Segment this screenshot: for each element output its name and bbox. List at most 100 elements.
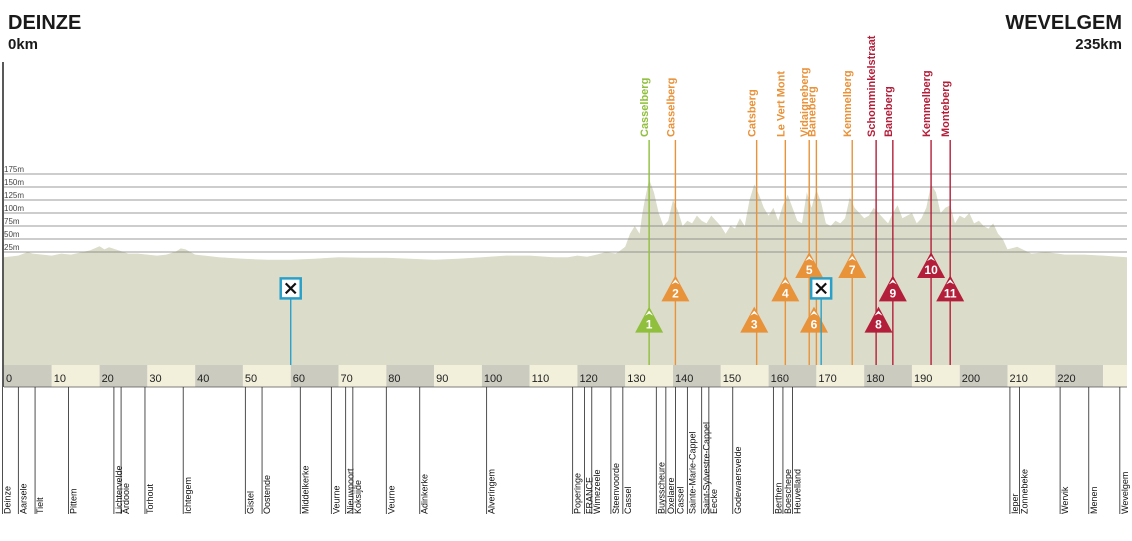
finish-distance: 235km xyxy=(1075,36,1122,53)
climb-name-label: Monteberg xyxy=(940,81,952,137)
climb-name-label: Le Vert Mont xyxy=(775,71,787,137)
climb-name-label: Catsberg xyxy=(747,89,759,137)
climb-number: 4 xyxy=(782,286,789,300)
place-name-label: Eecke xyxy=(709,489,719,514)
climb-marker-2: 2 xyxy=(661,275,690,302)
climb-number: 7 xyxy=(849,263,856,277)
climb-triangle xyxy=(838,252,867,278)
km-band xyxy=(1103,365,1127,387)
mountain-icon xyxy=(946,279,955,285)
x-tick-label: 220 xyxy=(1057,373,1075,385)
climb-marker-4: 4 xyxy=(771,275,800,302)
climb-number: 6 xyxy=(811,318,818,332)
place-name-label: Alveringem xyxy=(487,469,497,514)
km-band xyxy=(290,365,339,387)
climb-marker-3: 3 xyxy=(740,306,769,333)
climb-marker-1: 1 xyxy=(635,306,664,333)
place-name-label: Poperinge xyxy=(573,473,583,514)
climb-triangle xyxy=(936,275,965,302)
place-name-label: Ardooie xyxy=(121,483,131,514)
place-name-label: Cassel xyxy=(623,486,633,514)
km-band xyxy=(529,365,578,387)
y-tick-label: 125m xyxy=(4,191,24,200)
km-band xyxy=(816,365,865,387)
x-tick-label: 0 xyxy=(6,373,12,385)
x-tick-label: 130 xyxy=(627,373,645,385)
x-tick-label: 210 xyxy=(1010,373,1028,385)
x-tick-label: 100 xyxy=(484,373,502,385)
y-tick-label: 25m xyxy=(4,243,20,252)
place-name-label: Wervik xyxy=(1060,486,1070,514)
start-distance: 0km xyxy=(8,36,39,53)
x-tick-label: 170 xyxy=(818,373,836,385)
place-name-label: Saint-Sylvestre-Cappel xyxy=(702,422,712,514)
mountain-icon xyxy=(645,310,654,316)
km-band xyxy=(864,365,912,387)
km-band xyxy=(577,365,626,387)
climb-triangle xyxy=(661,275,690,302)
climb-name-label: Kemmelberg xyxy=(921,70,933,137)
feed-zone-icon xyxy=(279,277,302,300)
x-tick-label: 180 xyxy=(866,373,884,385)
place-name-label: Heuvelland xyxy=(792,469,802,514)
climb-triangle xyxy=(917,252,946,278)
km-band xyxy=(434,365,482,387)
place-name-label: Godewaersvelde xyxy=(733,446,743,514)
km-band xyxy=(1007,365,1056,387)
climb-name-label: Vidaigneberg xyxy=(799,68,811,137)
climb-number: 11 xyxy=(944,286,957,300)
climb-name-label: Casselberg xyxy=(639,78,651,137)
climb-name-label: Schomminkelstraat xyxy=(866,35,878,137)
x-tick-label: 90 xyxy=(436,373,448,385)
x-tick-label: 20 xyxy=(102,373,114,385)
km-band xyxy=(625,365,674,387)
place-name-label: Lichtervelde xyxy=(114,465,124,514)
feed-zone-icon xyxy=(809,277,833,300)
place-name-label: Tielt xyxy=(35,497,45,514)
place-name-label: Middelkerke xyxy=(300,465,310,514)
place-name-label: Deinze xyxy=(3,486,13,514)
x-tick-label: 110 xyxy=(532,373,550,385)
place-name-label: Aarsele xyxy=(18,483,28,514)
km-band xyxy=(4,365,52,387)
place-name-label: Oxelaere xyxy=(666,477,676,514)
km-band xyxy=(51,365,100,387)
climb-number: 5 xyxy=(806,263,813,277)
y-tick-label: 150m xyxy=(4,178,24,187)
km-band xyxy=(481,365,530,387)
climb-number: 3 xyxy=(751,318,758,332)
km-band xyxy=(99,365,148,387)
y-tick-label: 75m xyxy=(4,217,20,226)
climb-number: 1 xyxy=(646,318,653,332)
x-tick-label: 70 xyxy=(341,373,353,385)
climb-marker-11: 11 xyxy=(936,275,965,302)
km-band xyxy=(195,365,243,387)
km-band xyxy=(242,365,291,387)
place-name-label: Ichtegem xyxy=(183,477,193,514)
mountain-icon xyxy=(809,310,818,316)
mountain-icon xyxy=(805,256,814,261)
climb-triangle xyxy=(878,275,907,302)
km-band xyxy=(338,365,387,387)
x-tick-label: 50 xyxy=(245,373,257,385)
place-name-label: Koksijde xyxy=(353,480,363,514)
x-tick-label: 40 xyxy=(197,373,209,385)
mountain-icon xyxy=(888,279,897,285)
place-name-label: FRANCE xyxy=(585,477,595,514)
place-name-label: Wimezeele xyxy=(592,469,602,514)
climb-name-label: Kemmelberg xyxy=(842,70,854,137)
start-town-title: DEINZE xyxy=(8,12,82,34)
climb-name-label: Baneberg xyxy=(806,86,818,137)
km-band xyxy=(768,365,817,387)
place-name-label: Steenvoorde xyxy=(611,463,621,514)
x-tick-label: 120 xyxy=(579,373,597,385)
x-tick-label: 160 xyxy=(771,373,789,385)
place-name-label: Veurne xyxy=(331,485,341,514)
place-name-label: Buysscheure xyxy=(656,462,666,514)
climb-triangle xyxy=(864,306,893,333)
place-name-label: Boeschepe xyxy=(783,469,793,514)
km-band xyxy=(720,365,769,387)
climb-number: 10 xyxy=(924,263,938,277)
